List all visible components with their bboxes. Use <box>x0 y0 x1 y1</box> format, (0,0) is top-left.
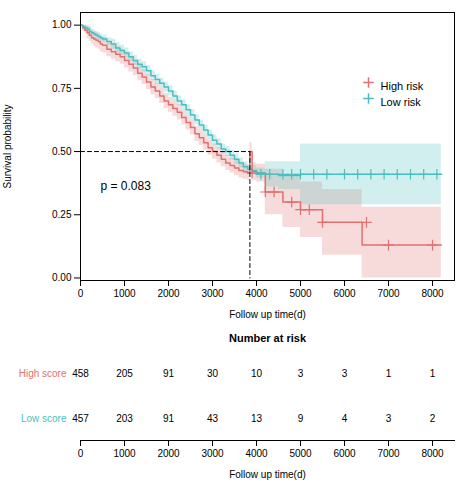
svg-text:1.00: 1.00 <box>52 19 72 30</box>
svg-text:7000: 7000 <box>377 288 400 299</box>
svg-text:0.75: 0.75 <box>52 83 72 94</box>
svg-text:0.50: 0.50 <box>52 146 72 157</box>
svg-text:457: 457 <box>72 413 89 424</box>
svg-text:High score: High score <box>19 368 67 379</box>
svg-text:5000: 5000 <box>289 288 312 299</box>
svg-text:2000: 2000 <box>157 288 180 299</box>
svg-text:2000: 2000 <box>157 448 180 459</box>
svg-text:1000: 1000 <box>113 448 136 459</box>
svg-text:3: 3 <box>298 368 304 379</box>
svg-text:Number at risk: Number at risk <box>229 332 307 344</box>
svg-text:43: 43 <box>207 413 219 424</box>
svg-text:13: 13 <box>251 413 263 424</box>
svg-text:8000: 8000 <box>421 288 444 299</box>
svg-text:5000: 5000 <box>289 448 312 459</box>
svg-text:458: 458 <box>72 368 89 379</box>
svg-text:6000: 6000 <box>333 288 356 299</box>
svg-text:91: 91 <box>163 413 175 424</box>
svg-text:0.25: 0.25 <box>52 209 72 220</box>
svg-text:8000: 8000 <box>421 448 444 459</box>
svg-text:Low risk: Low risk <box>381 96 422 108</box>
svg-text:High risk: High risk <box>381 80 424 92</box>
svg-text:3000: 3000 <box>201 448 224 459</box>
svg-text:9: 9 <box>298 413 304 424</box>
svg-text:91: 91 <box>163 368 175 379</box>
svg-text:Low score: Low score <box>21 413 67 424</box>
svg-text:Follow up time(d): Follow up time(d) <box>229 469 306 480</box>
svg-text:4: 4 <box>342 413 348 424</box>
svg-text:3000: 3000 <box>201 288 224 299</box>
svg-text:1: 1 <box>430 368 436 379</box>
svg-text:p = 0.083: p = 0.083 <box>101 179 152 193</box>
svg-text:1000: 1000 <box>113 288 136 299</box>
svg-text:4000: 4000 <box>245 448 268 459</box>
svg-text:Follow up time(d): Follow up time(d) <box>229 309 306 320</box>
svg-text:3: 3 <box>342 368 348 379</box>
svg-text:10: 10 <box>251 368 263 379</box>
svg-text:30: 30 <box>207 368 219 379</box>
svg-text:7000: 7000 <box>377 448 400 459</box>
svg-text:3: 3 <box>386 413 392 424</box>
svg-text:1: 1 <box>386 368 392 379</box>
svg-text:203: 203 <box>116 413 133 424</box>
svg-text:0.00: 0.00 <box>52 272 72 283</box>
svg-text:0: 0 <box>78 448 84 459</box>
svg-text:6000: 6000 <box>333 448 356 459</box>
svg-text:4000: 4000 <box>245 288 268 299</box>
svg-text:2: 2 <box>430 413 436 424</box>
svg-text:Survival probability: Survival probability <box>2 105 13 189</box>
svg-text:205: 205 <box>116 368 133 379</box>
svg-text:0: 0 <box>78 288 84 299</box>
